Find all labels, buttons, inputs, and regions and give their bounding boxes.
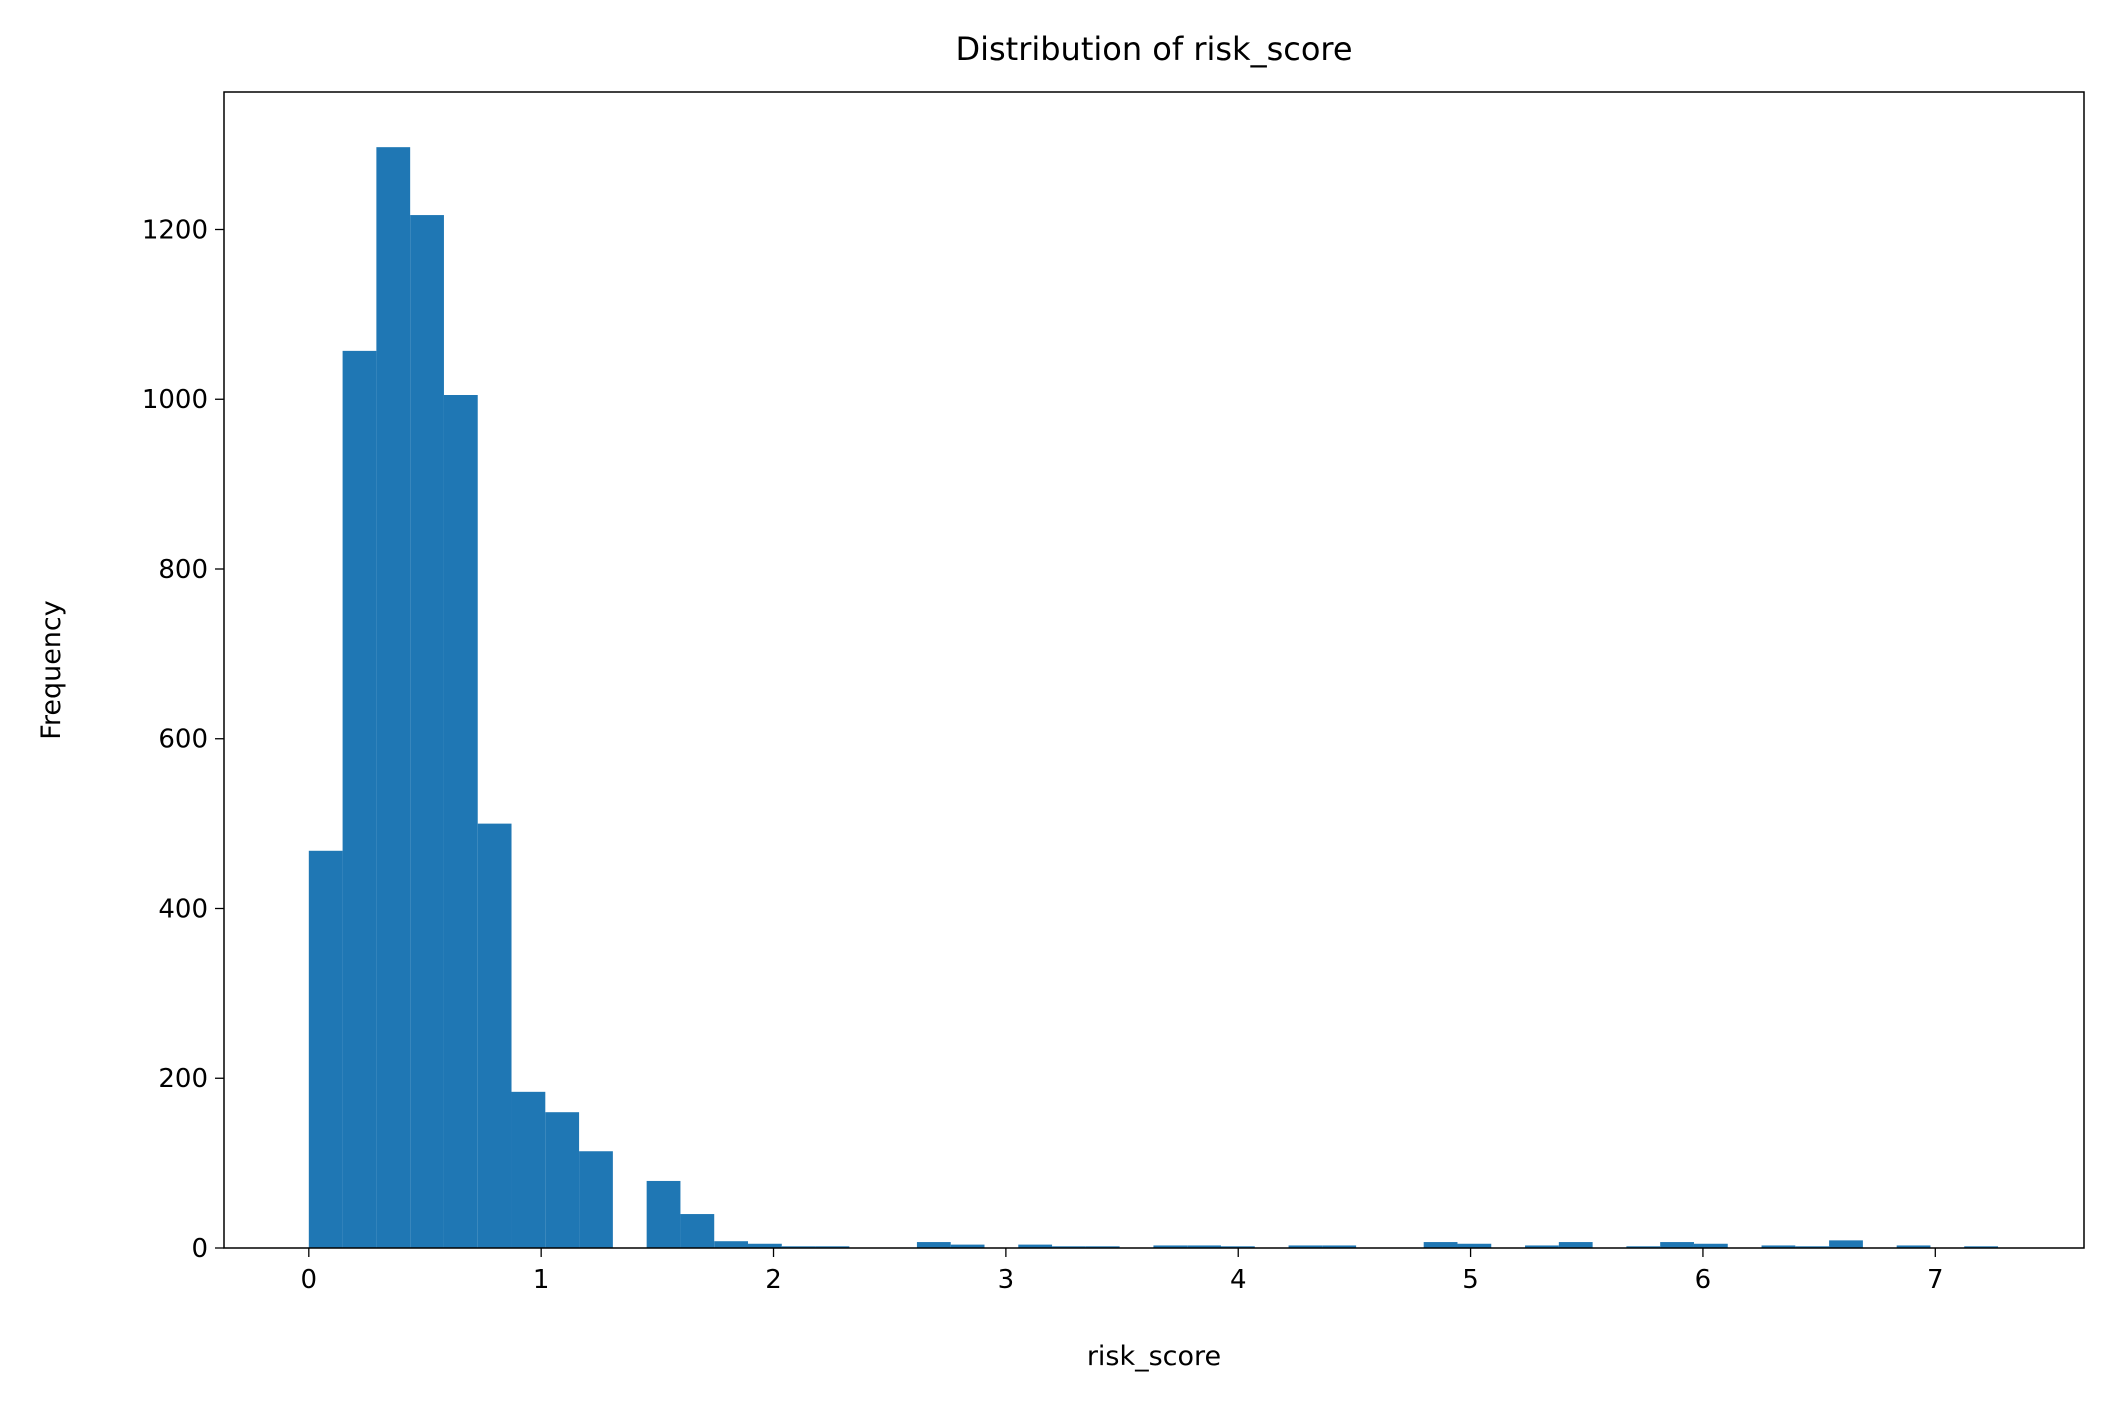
x-tick-label: 1 bbox=[533, 1265, 550, 1295]
bar bbox=[511, 1091, 546, 1248]
bar bbox=[1457, 1243, 1492, 1248]
bar bbox=[815, 1246, 850, 1248]
bar bbox=[1693, 1243, 1728, 1248]
x-axis-label: risk_score bbox=[1087, 1341, 1221, 1372]
y-tick-label: 1000 bbox=[142, 385, 208, 415]
y-tick-label: 400 bbox=[158, 894, 208, 924]
y-tick-label: 600 bbox=[158, 725, 208, 755]
chart-title: Distribution of risk_score bbox=[955, 30, 1352, 68]
bar bbox=[1052, 1246, 1086, 1248]
bar bbox=[545, 1112, 580, 1248]
bar bbox=[748, 1243, 782, 1248]
bar bbox=[1187, 1245, 1221, 1248]
bar bbox=[1525, 1245, 1559, 1248]
y-tick-label: 800 bbox=[158, 555, 208, 585]
x-tick-label: 0 bbox=[301, 1265, 318, 1295]
bar bbox=[376, 147, 411, 1249]
bar bbox=[1964, 1246, 1999, 1248]
plot-frame bbox=[223, 91, 2085, 1249]
bar bbox=[579, 1151, 613, 1248]
bar bbox=[1153, 1245, 1188, 1248]
x-tick-label: 2 bbox=[765, 1265, 782, 1295]
bar bbox=[1288, 1245, 1323, 1248]
y-axis-label: Frequency bbox=[36, 600, 67, 740]
x-tick-label: 6 bbox=[1695, 1265, 1712, 1295]
y-tick-label: 200 bbox=[158, 1064, 208, 1094]
bar bbox=[443, 395, 478, 1248]
bar bbox=[1220, 1246, 1255, 1248]
bar bbox=[342, 350, 377, 1248]
bar bbox=[1829, 1240, 1863, 1248]
bar bbox=[308, 850, 343, 1248]
bar bbox=[680, 1214, 715, 1248]
bar bbox=[1626, 1246, 1661, 1248]
bar bbox=[1423, 1242, 1458, 1248]
bar bbox=[1660, 1242, 1694, 1248]
y-tick-label: 0 bbox=[191, 1234, 208, 1264]
bar bbox=[1795, 1246, 1830, 1248]
bar bbox=[950, 1244, 985, 1248]
bar bbox=[1558, 1242, 1593, 1248]
bar bbox=[1896, 1245, 1931, 1248]
bar bbox=[1761, 1245, 1796, 1248]
bar bbox=[714, 1241, 749, 1248]
x-tick-label: 5 bbox=[1462, 1265, 1479, 1295]
bar bbox=[916, 1242, 951, 1248]
bar bbox=[1018, 1244, 1053, 1248]
bar bbox=[1085, 1246, 1120, 1248]
x-tick-label: 7 bbox=[1927, 1265, 1944, 1295]
bar bbox=[781, 1246, 816, 1248]
y-tick-label: 1200 bbox=[142, 215, 208, 245]
x-tick-label: 4 bbox=[1230, 1265, 1247, 1295]
bar bbox=[477, 823, 512, 1248]
bar bbox=[646, 1180, 681, 1248]
bar bbox=[1322, 1245, 1357, 1248]
x-tick-label: 3 bbox=[998, 1265, 1015, 1295]
bar bbox=[410, 215, 444, 1249]
